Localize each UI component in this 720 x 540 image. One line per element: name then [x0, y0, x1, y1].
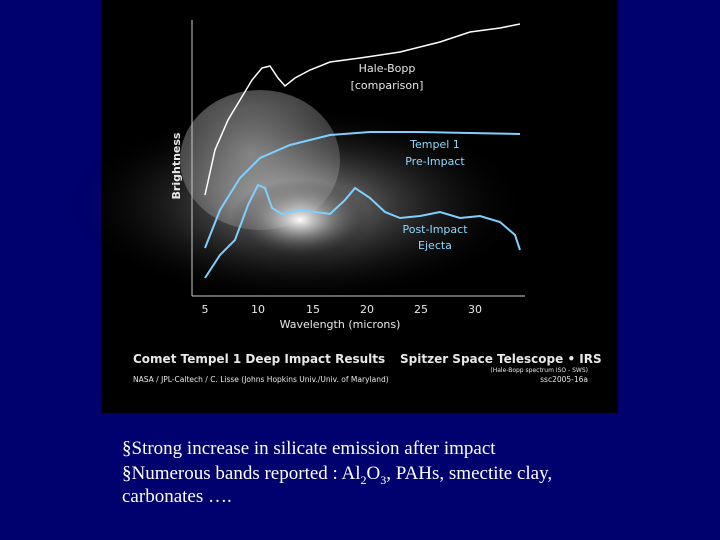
curve-label: Tempel 1 [409, 138, 460, 151]
x-tick-label: 20 [360, 303, 374, 316]
figure-id: ssc2005-16a [540, 375, 588, 384]
note: (Hale-Bopp spectrum ISO - SWS) [490, 367, 588, 374]
curve-label: Hale-Bopp [359, 62, 416, 75]
curve-label: Pre-Impact [405, 155, 465, 168]
bullet-text: O [366, 463, 381, 484]
pre-impact-curve [204, 131, 521, 249]
bullet-line: §Numerous bands reported : Al2O3, PAHs, … [122, 463, 552, 488]
x-tick-label: 10 [251, 303, 265, 316]
bullet-line: carbonates …. [122, 486, 232, 508]
subscript: 3 [380, 472, 387, 487]
credit: NASA / JPL-Caltech / C. Lisse (Johns Hop… [133, 375, 389, 384]
figure-title: Comet Tempel 1 Deep Impact Results [133, 352, 385, 366]
curve-label: Post-Impact [402, 223, 468, 236]
x-tick-label: 25 [414, 303, 428, 316]
bullet-text: , PAHs, smectite clay, [386, 463, 553, 484]
curve-label: [comparison] [351, 79, 424, 92]
bullet-line: §Strong increase in silicate emission af… [122, 438, 496, 460]
bullet-text: §Strong increase in silicate emission af… [122, 438, 496, 459]
instrument: Spitzer Space Telescope • IRS [400, 352, 602, 366]
hale-bopp-curve [204, 23, 521, 196]
figure: 5 10 15 20 25 30 Wavelength (microns) Br… [70, 0, 618, 413]
x-axis-label: Wavelength (microns) [280, 318, 401, 331]
post-impact-curve [204, 183, 521, 279]
y-axis-label: Brightness [170, 132, 183, 199]
bullet-text: §Numerous bands reported : Al [122, 463, 361, 484]
x-tick-label: 5 [202, 303, 209, 316]
curve-label: Ejecta [418, 239, 452, 252]
bullet-text: carbonates …. [122, 486, 232, 507]
x-tick-label: 30 [468, 303, 482, 316]
subscript: 2 [360, 472, 367, 487]
x-tick-label: 15 [306, 303, 320, 316]
flash [230, 180, 370, 260]
